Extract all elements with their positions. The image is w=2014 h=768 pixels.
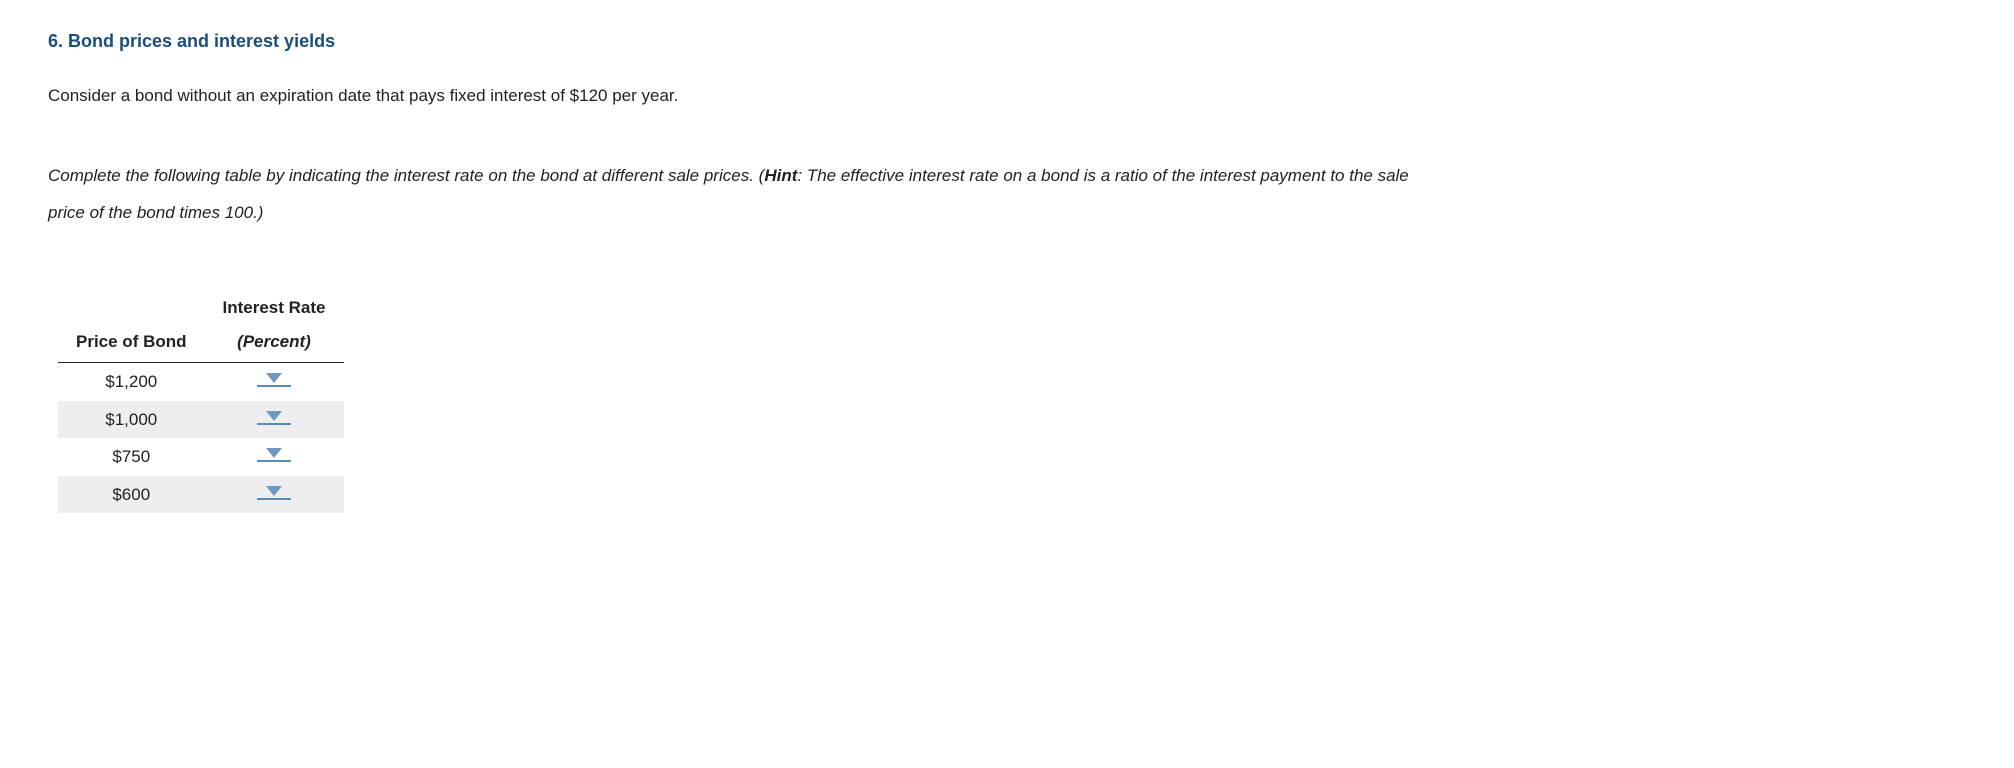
table-row: $1,200: [58, 363, 344, 401]
question-title: 6. Bond prices and interest yields: [48, 28, 1966, 55]
price-cell: $750: [58, 438, 205, 476]
table-row: $600: [58, 476, 344, 514]
intro-text: Consider a bond without an expiration da…: [48, 83, 1966, 109]
col-rate-header-top: Interest Rate: [205, 291, 344, 325]
table-row: $750: [58, 438, 344, 476]
price-cell: $1,000: [58, 401, 205, 439]
chevron-down-icon: [266, 448, 282, 458]
rate-dropdown[interactable]: [257, 448, 291, 462]
chevron-down-icon: [266, 486, 282, 496]
rate-dropdown[interactable]: [257, 411, 291, 425]
chevron-down-icon: [266, 411, 282, 421]
instructions-pre: Complete the following table by indicati…: [48, 166, 764, 185]
rate-cell: [205, 476, 344, 514]
rate-dropdown[interactable]: [257, 373, 291, 387]
bond-table: Interest Rate Price of Bond (Percent) $1…: [58, 291, 344, 513]
price-cell: $600: [58, 476, 205, 514]
rate-cell: [205, 438, 344, 476]
rate-cell: [205, 401, 344, 439]
col-rate-subheader: (Percent): [205, 325, 344, 363]
rate-dropdown[interactable]: [257, 486, 291, 500]
price-cell: $1,200: [58, 363, 205, 401]
hint-label: Hint: [764, 166, 797, 185]
table-row: $1,000: [58, 401, 344, 439]
col-price-header: Price of Bond: [58, 325, 205, 363]
rate-cell: [205, 363, 344, 401]
instructions-text: Complete the following table by indicati…: [48, 157, 1448, 232]
spacer-header: [58, 291, 205, 325]
chevron-down-icon: [266, 373, 282, 383]
